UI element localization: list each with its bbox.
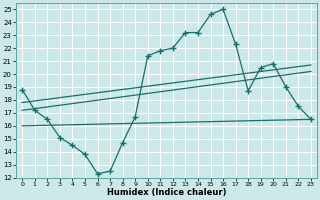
X-axis label: Humidex (Indice chaleur): Humidex (Indice chaleur)	[107, 188, 226, 197]
